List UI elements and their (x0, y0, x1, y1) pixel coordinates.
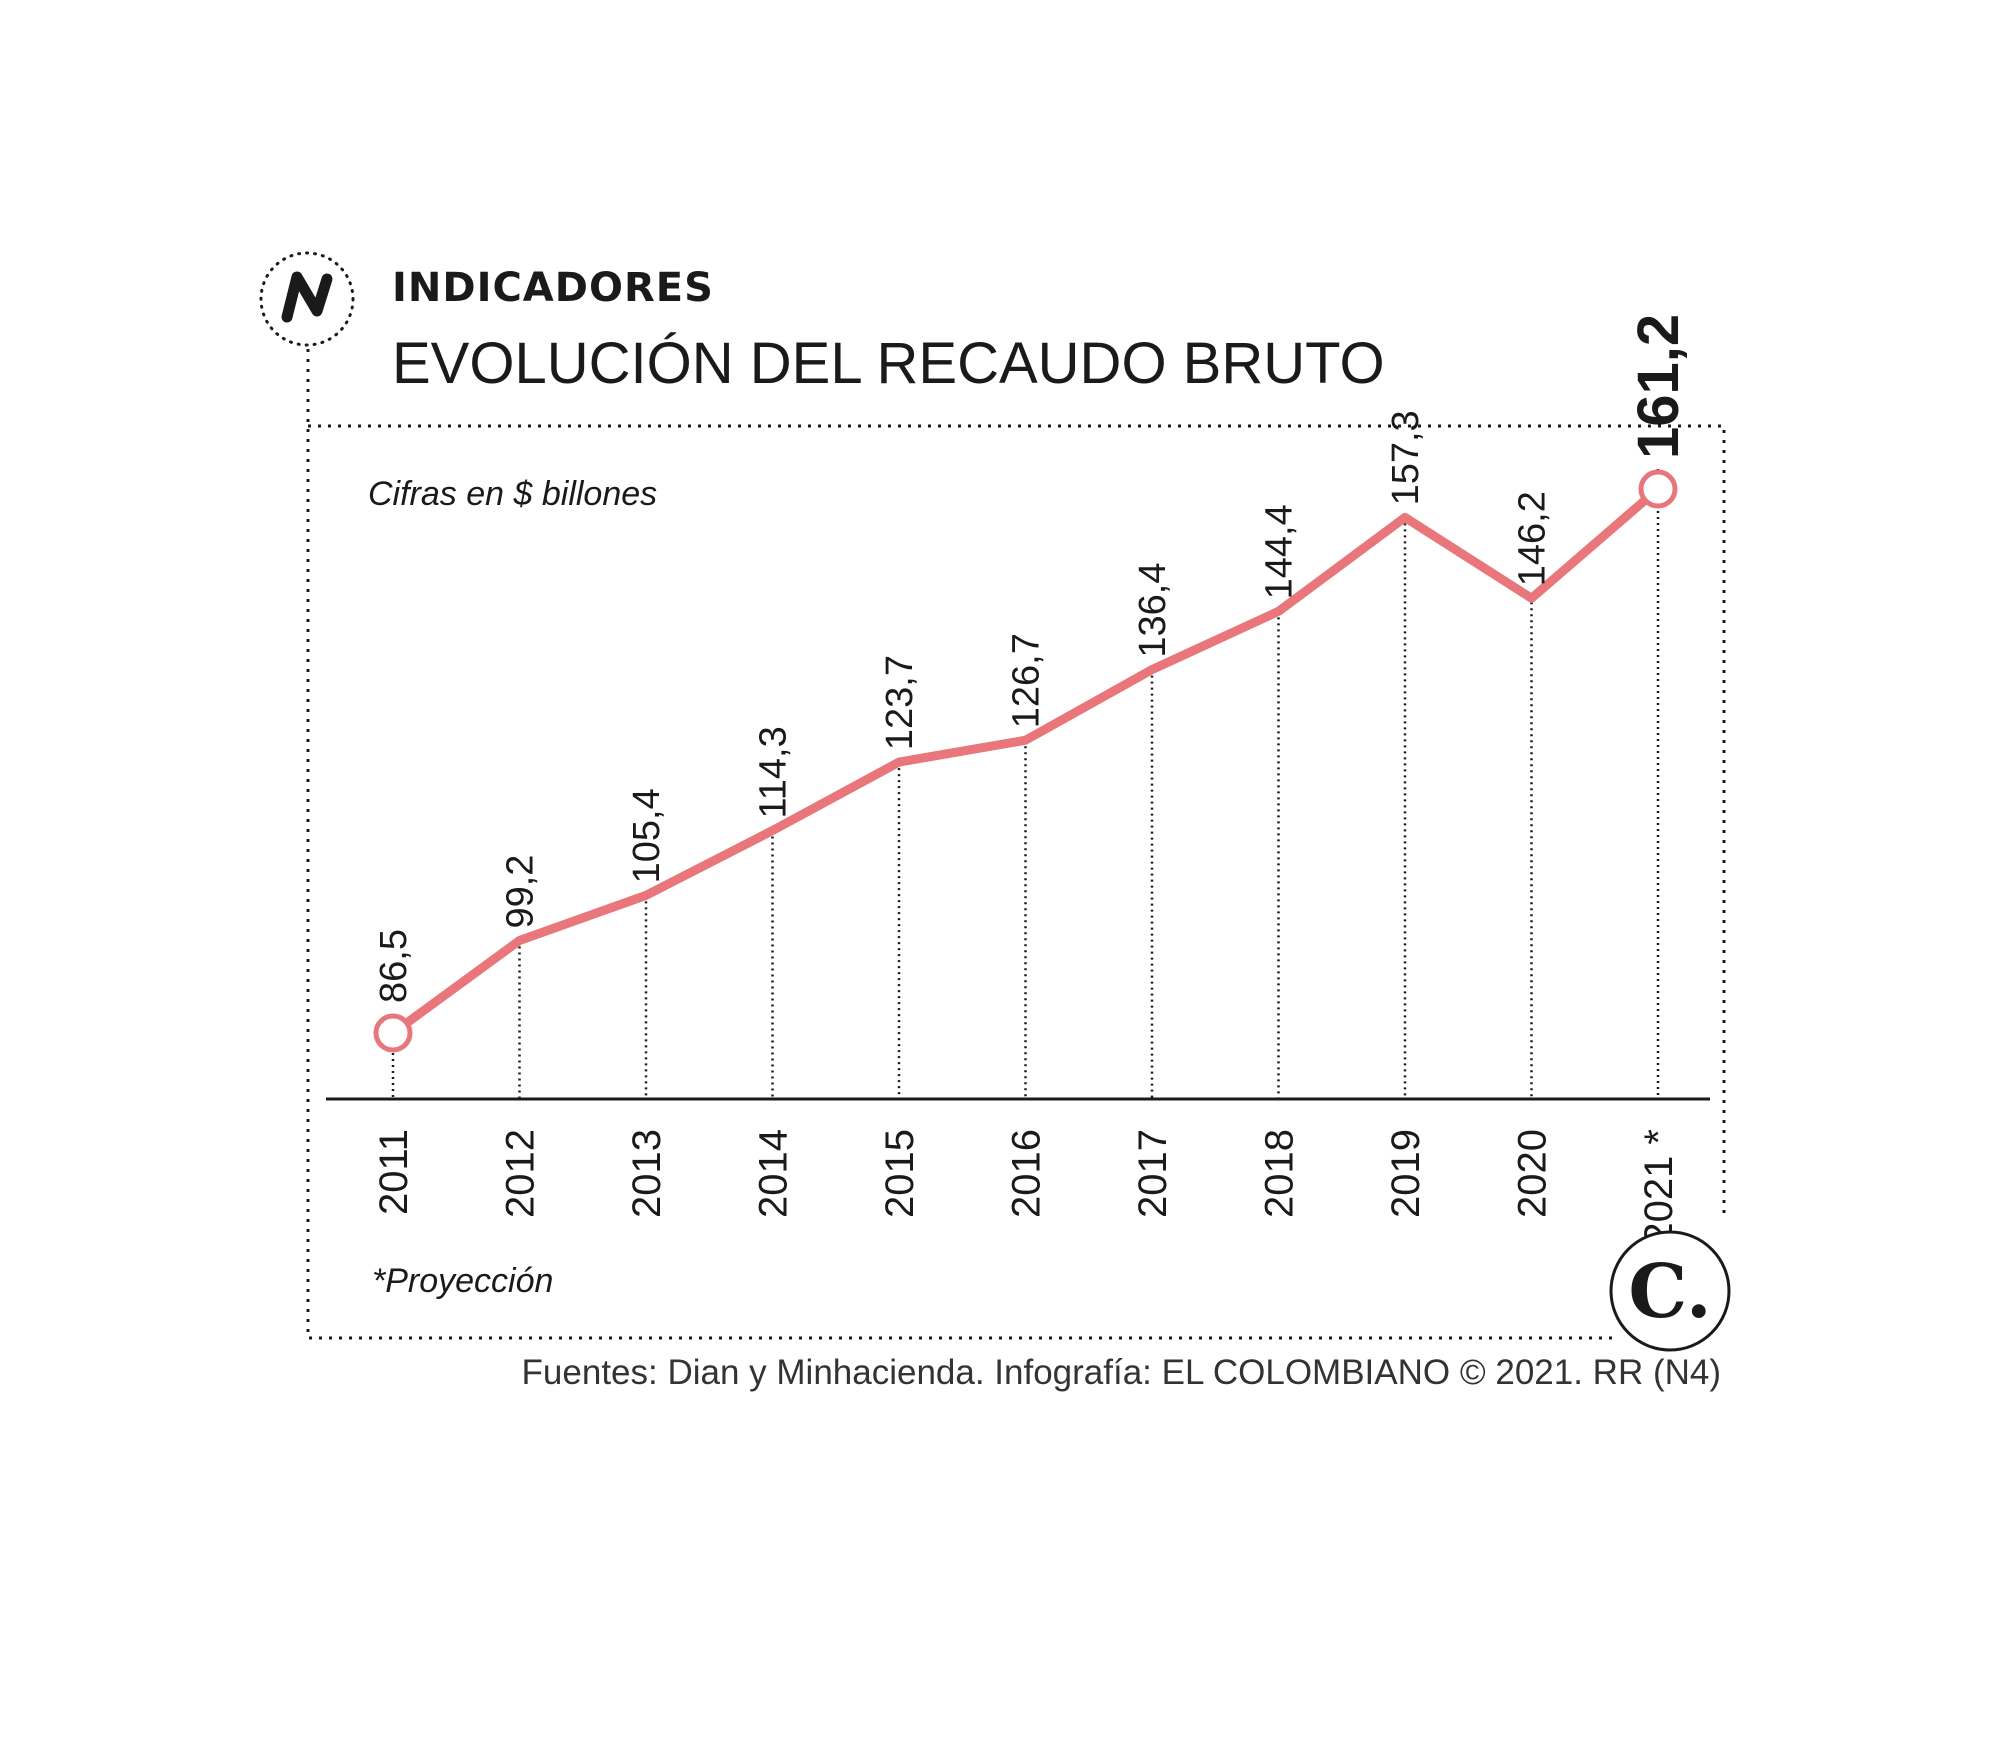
value-label-2: 105,4 (626, 788, 668, 883)
section-kicker: INDICADORES (392, 265, 714, 311)
year-label-1: 2012 (499, 1129, 543, 1218)
year-label-7: 2018 (1258, 1129, 1302, 1218)
value-label-10: 161,2 (1626, 314, 1691, 459)
series-line-recaudo (388, 484, 1663, 1038)
value-label-7: 144,4 (1259, 504, 1301, 599)
source-credit: Fuentes: Dian y Minhacienda. Infografía:… (521, 1353, 1721, 1392)
unit-note: Cifras en $ billones (368, 475, 657, 513)
year-label-5: 2016 (1005, 1129, 1049, 1218)
marker-0 (373, 1013, 413, 1053)
el-colombiano-logo: C. (1609, 1230, 1731, 1352)
year-label-8: 2019 (1384, 1129, 1428, 1218)
year-label-2: 2013 (625, 1129, 669, 1218)
marker-10 (1638, 469, 1678, 509)
year-label-0: 2011 (372, 1129, 416, 1215)
chart-frame (308, 424, 1726, 1340)
logo-letter: C. (1628, 1249, 1711, 1335)
year-label-10: 2021 * (1637, 1129, 1681, 1245)
chart-title: EVOLUCIÓN DEL RECAUDO BRUTO (392, 331, 1385, 396)
value-label-8: 157,3 (1385, 410, 1427, 505)
year-label-4: 2015 (878, 1129, 922, 1218)
value-label-4: 123,7 (879, 655, 921, 750)
year-label-3: 2014 (752, 1129, 796, 1218)
value-label-0: 86,5 (373, 929, 415, 1003)
trend-line-icon (259, 251, 355, 347)
value-label-9: 146,2 (1512, 491, 1554, 586)
value-label-3: 114,3 (753, 726, 795, 818)
year-label-6: 2017 (1131, 1129, 1175, 1218)
year-label-9: 2020 (1511, 1129, 1555, 1218)
footnote-proyeccion: *Proyección (372, 1262, 553, 1300)
value-label-1: 99,2 (500, 855, 542, 929)
value-label-6: 136,4 (1132, 563, 1174, 658)
value-label-5: 126,7 (1006, 633, 1048, 728)
